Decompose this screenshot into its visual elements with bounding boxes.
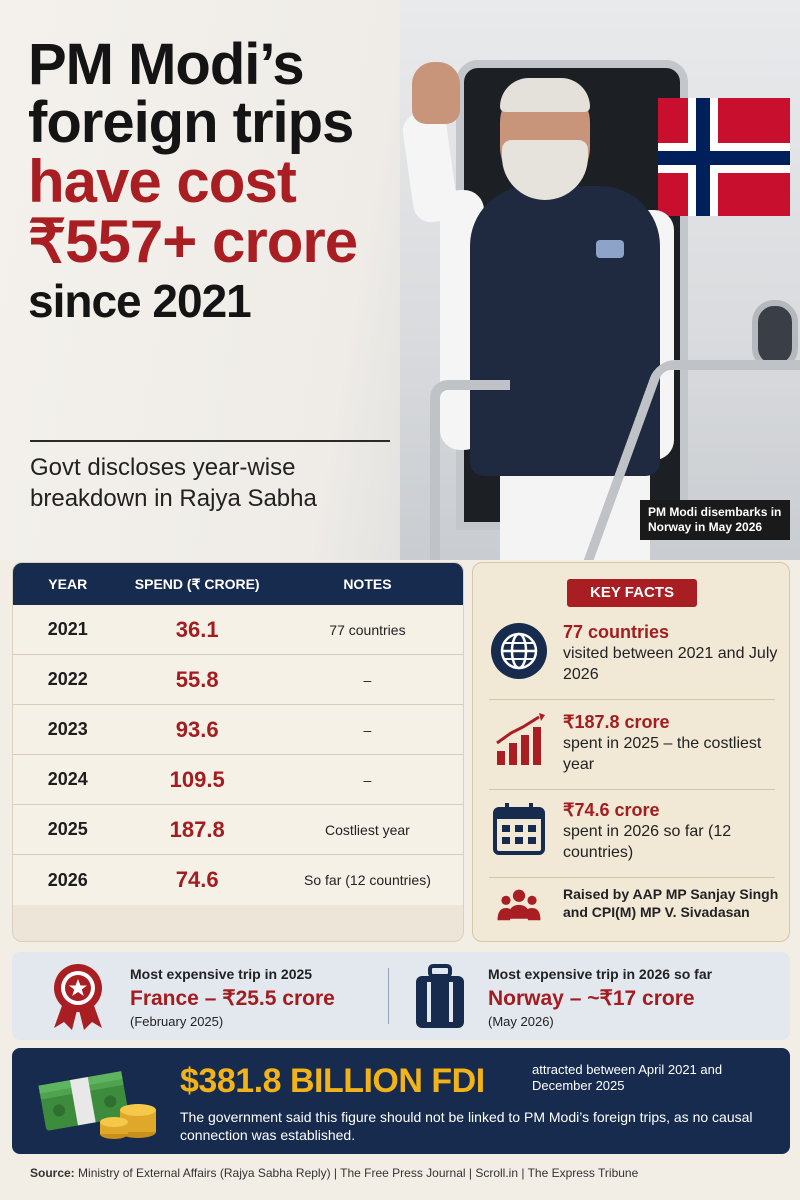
- stair-rail: [430, 380, 510, 560]
- globe-icon: [491, 623, 547, 679]
- cell-notes: –: [363, 771, 372, 788]
- cell-spend: 109.5: [169, 766, 225, 792]
- fact-separator: [489, 789, 775, 790]
- key-facts-panel: KEY FACTS 77 countries visited between 2…: [472, 562, 790, 942]
- source-text: Ministry of External Affairs (Rajya Sabh…: [78, 1166, 639, 1180]
- headline-line: since 2021: [28, 275, 252, 327]
- divider: [388, 968, 389, 1024]
- header-year: YEAR: [48, 576, 88, 592]
- headline-line: foreign trips: [28, 90, 354, 155]
- fact-body: Raised by AAP MP Sanjay Singh and CPI(M)…: [563, 886, 779, 921]
- trip-2026: Most expensive trip in 2026 so far Norwa…: [412, 962, 712, 1032]
- fact-head: ₹74.6 crore: [563, 800, 660, 820]
- cell-notes: So far (12 countries): [304, 872, 431, 888]
- divider: [30, 440, 390, 442]
- fact-head: 77 countries: [563, 622, 670, 642]
- headline: PM Modi’s foreign trips have cost ₹557+ …: [28, 32, 428, 327]
- cell-year: 2024: [47, 769, 88, 789]
- table-header: YEAR SPEND (₹ CRORE) NOTES: [13, 563, 463, 605]
- subtitle: Govt discloses year-wise breakdown in Ra…: [30, 454, 317, 513]
- table-row: 2025 187.8 Costliest year: [13, 805, 463, 855]
- trip-value: Norway – ~₹17 crore: [488, 986, 695, 1010]
- cell-spend: 55.8: [175, 666, 219, 692]
- cell-year: 2021: [47, 619, 88, 639]
- fact-item: Raised by AAP MP Sanjay Singh and CPI(M)…: [489, 885, 779, 931]
- fdi-amount: $381.8 BILLION FDI: [180, 1062, 485, 1100]
- cell-spend: 93.6: [175, 716, 219, 742]
- suitcase-icon: [416, 964, 464, 1028]
- table-row: 2022 55.8 –: [13, 655, 463, 705]
- source-line: Source: Ministry of External Affairs (Ra…: [30, 1166, 790, 1180]
- calendar-icon: [493, 803, 545, 855]
- rising-chart-icon: [496, 713, 545, 765]
- cell-year: 2026: [47, 869, 88, 890]
- cell-notes: Costliest year: [325, 821, 410, 838]
- cell-notes: 77 countries: [329, 621, 406, 638]
- trip-date: (May 2026): [488, 1013, 554, 1029]
- cell-spend: 36.1: [175, 616, 219, 642]
- fact-body: spent in 2025 – the costliest year: [563, 735, 762, 774]
- photo-caption: PM Modi disembarks in Norway in May 2026: [640, 500, 790, 540]
- fact-body: visited between 2021 and July 2026: [563, 645, 778, 684]
- norway-flag-image: [658, 98, 790, 216]
- fact-item: 77 countries visited between 2021 and Ju…: [489, 621, 779, 686]
- fdi-period: attracted between April 2021 and Decembe…: [532, 1062, 723, 1094]
- cell-year: 2023: [47, 719, 88, 739]
- cell-notes: –: [363, 671, 372, 688]
- trip-2025: Most expensive trip in 2025 France – ₹25…: [48, 962, 335, 1032]
- headline-line: have cost: [28, 148, 297, 215]
- trip-label: Most expensive trip in 2026 so far: [488, 965, 713, 982]
- fact-separator: [489, 877, 775, 878]
- header-spend: SPEND (₹ CRORE): [134, 575, 260, 592]
- fact-body: spent in 2026 so far (12 countries): [563, 823, 732, 862]
- fdi-banner: $381.8 BILLION FDI attracted between Apr…: [12, 1048, 790, 1154]
- fact-item: ₹187.8 crore spent in 2025 – the costlie…: [489, 711, 779, 776]
- cell-spend: 187.8: [169, 816, 225, 842]
- fact-separator: [489, 699, 775, 700]
- key-facts-tag: KEY FACTS: [567, 579, 697, 607]
- spend-table: YEAR SPEND (₹ CRORE) NOTES 2021 36.1 77 …: [12, 562, 464, 942]
- cell-year: 2025: [47, 819, 88, 839]
- trip-date: (February 2025): [130, 1013, 224, 1029]
- fact-head: ₹187.8 crore: [563, 712, 670, 732]
- table-row: 2026 74.6 So far (12 countries): [13, 855, 463, 905]
- table-row: 2024 109.5 –: [13, 755, 463, 805]
- headline-line: PM Modi’s: [28, 32, 305, 97]
- aircraft-window: [752, 300, 798, 370]
- trip-label: Most expensive trip in 2025: [130, 965, 313, 982]
- trip-value: France – ₹25.5 crore: [130, 986, 335, 1010]
- header-notes: NOTES: [343, 576, 392, 592]
- fdi-note: The government said this figure should n…: [180, 1109, 753, 1144]
- cell-spend: 74.6: [175, 867, 219, 892]
- table-row: 2021 36.1 77 countries: [13, 605, 463, 655]
- headline-line: ₹557+ crore: [28, 208, 358, 275]
- cell-year: 2022: [47, 669, 88, 689]
- hero-section: PM Modi’s foreign trips have cost ₹557+ …: [0, 0, 800, 560]
- cell-notes: –: [363, 721, 372, 738]
- people-icon: [497, 889, 541, 921]
- table-row: 2023 93.6 –: [13, 705, 463, 755]
- money-stack-icon: [38, 1071, 156, 1139]
- expensive-trips-panel: Most expensive trip in 2025 France – ₹25…: [12, 952, 790, 1040]
- medal-icon: [54, 964, 102, 1030]
- source-label: Source:: [30, 1166, 75, 1180]
- fact-item: ₹74.6 crore spent in 2026 so far (12 cou…: [489, 799, 779, 864]
